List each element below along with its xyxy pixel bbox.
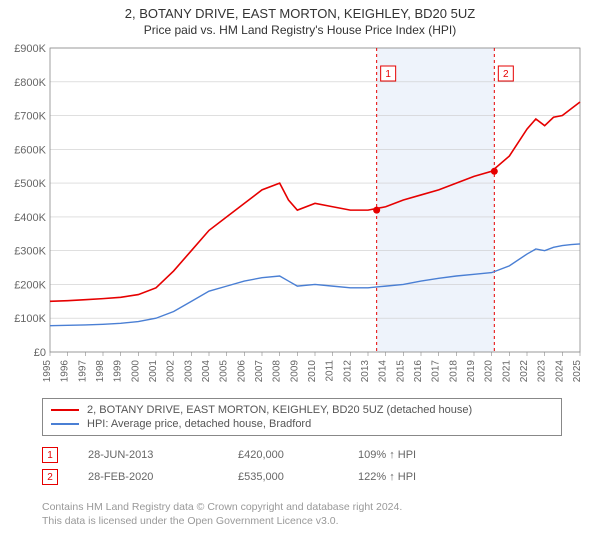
sales-date: 28-FEB-2020 — [88, 471, 238, 483]
copyright-line: This data is licensed under the Open Gov… — [42, 514, 402, 528]
y-tick-label: £0 — [34, 347, 46, 359]
y-tick-label: £600K — [14, 144, 46, 156]
x-tick-label: 2004 — [201, 360, 212, 383]
y-tick-label: £100K — [14, 313, 46, 325]
x-tick-label: 2016 — [413, 360, 424, 383]
x-tick-label: 2018 — [448, 360, 459, 383]
sales-row: 2 28-FEB-2020£535,000122% ↑ HPI — [42, 466, 478, 488]
x-tick-label: 2015 — [395, 360, 406, 383]
chart-title: 2, BOTANY DRIVE, EAST MORTON, KEIGHLEY, … — [0, 0, 600, 21]
sales-date: 28-JUN-2013 — [88, 449, 238, 461]
x-tick-label: 1997 — [77, 360, 88, 383]
sales-price: £420,000 — [238, 449, 358, 461]
legend-swatch — [51, 409, 79, 411]
legend-label: 2, BOTANY DRIVE, EAST MORTON, KEIGHLEY, … — [87, 404, 472, 416]
x-tick-label: 2024 — [554, 360, 565, 383]
y-tick-label: £400K — [14, 212, 46, 224]
x-tick-label: 1999 — [113, 360, 124, 383]
legend-box: 2, BOTANY DRIVE, EAST MORTON, KEIGHLEY, … — [42, 398, 562, 436]
x-tick-label: 2001 — [148, 360, 159, 383]
y-tick-label: £900K — [14, 43, 46, 55]
x-tick-label: 2011 — [325, 360, 336, 382]
legend-row: 2, BOTANY DRIVE, EAST MORTON, KEIGHLEY, … — [51, 403, 553, 417]
sales-table: 1 28-JUN-2013£420,000109% ↑ HPI 2 28-FEB-20… — [42, 444, 478, 488]
shaded-band — [377, 48, 494, 352]
y-tick-label: £500K — [14, 178, 46, 190]
chart-subtitle: Price paid vs. HM Land Registry's House … — [0, 21, 600, 43]
x-tick-label: 2005 — [219, 360, 230, 383]
sales-price: £535,000 — [238, 471, 358, 483]
legend-row: HPI: Average price, detached house, Brad… — [51, 417, 553, 431]
x-tick-label: 1998 — [95, 360, 106, 383]
x-tick-label: 2020 — [484, 360, 495, 383]
x-tick-label: 2014 — [378, 360, 389, 383]
x-tick-label: 2000 — [130, 360, 141, 383]
sale-marker-num: 2 — [503, 69, 509, 80]
x-tick-label: 2023 — [537, 360, 548, 383]
legend-label: HPI: Average price, detached house, Brad… — [87, 418, 311, 430]
copyright-notice: Contains HM Land Registry data © Crown c… — [42, 500, 402, 528]
x-tick-label: 2012 — [342, 360, 353, 383]
sales-marker: 1 — [42, 447, 58, 463]
chart-area: £0 £100K £200K £300K £400K £500K £600K £700K £80… — [10, 42, 590, 392]
x-tick-label: 2002 — [166, 360, 177, 383]
x-tick-label: 2013 — [360, 360, 371, 383]
x-tick-label: 1995 — [42, 360, 53, 383]
line-chart-svg: £0 £100K £200K £300K £400K £500K £600K £700K £80… — [10, 42, 590, 392]
x-tick-label: 2021 — [501, 360, 512, 383]
sales-marker: 2 — [42, 469, 58, 485]
x-tick-label: 2003 — [183, 360, 194, 383]
legend-swatch — [51, 423, 79, 425]
plot-bg — [50, 48, 580, 352]
x-tick-label: 2009 — [289, 360, 300, 383]
x-tick-label: 2008 — [272, 360, 283, 383]
sales-row: 1 28-JUN-2013£420,000109% ↑ HPI — [42, 444, 478, 466]
x-tick-label: 2017 — [431, 360, 442, 383]
x-tick-label: 2010 — [307, 360, 318, 383]
x-tick-label: 2022 — [519, 360, 530, 383]
x-tick-label: 2007 — [254, 360, 265, 383]
y-tick-label: £300K — [14, 246, 46, 258]
sales-hpi: 109% ↑ HPI — [358, 449, 478, 461]
y-tick-label: £800K — [14, 77, 46, 89]
x-tick-label: 2019 — [466, 360, 477, 383]
x-tick-label: 2006 — [236, 360, 247, 383]
sale-marker-num: 1 — [385, 69, 391, 80]
sales-hpi: 122% ↑ HPI — [358, 471, 478, 483]
x-tick-label: 2025 — [572, 360, 583, 383]
y-tick-label: £700K — [14, 111, 46, 123]
copyright-line: Contains HM Land Registry data © Crown c… — [42, 500, 402, 514]
x-tick-label: 1996 — [60, 360, 71, 383]
y-tick-label: £200K — [14, 279, 46, 291]
